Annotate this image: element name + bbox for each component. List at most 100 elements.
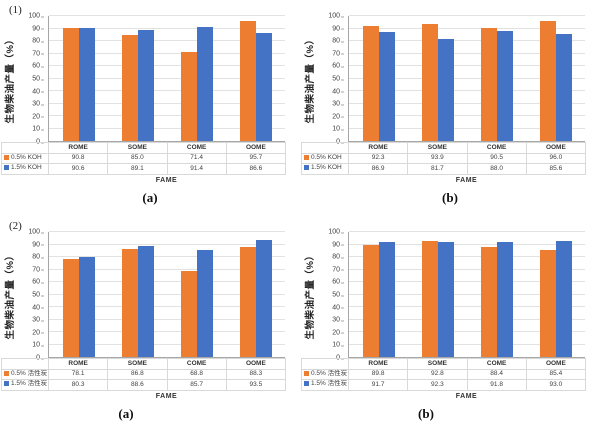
legend-cell-series1: 0.5% 活性炭 bbox=[1, 368, 49, 380]
y-tick-label: 20 bbox=[332, 329, 344, 337]
gridline bbox=[349, 27, 585, 29]
bar-series2-rome bbox=[378, 242, 395, 357]
gridline bbox=[349, 293, 585, 295]
gridline bbox=[349, 65, 585, 66]
category-group-rome bbox=[49, 16, 108, 141]
y-tick-label: 90 bbox=[32, 25, 44, 33]
bar-series2-oome bbox=[255, 32, 272, 141]
legend-swatch-series2 bbox=[4, 381, 9, 387]
category-group-oome bbox=[526, 16, 585, 141]
legend-corner-cell bbox=[301, 358, 349, 370]
gridline bbox=[49, 293, 285, 295]
value-cell: 86.9 bbox=[347, 163, 409, 175]
gridline bbox=[349, 343, 585, 345]
plot-area bbox=[348, 231, 585, 358]
gridline bbox=[349, 243, 585, 245]
sub-label: (b) bbox=[418, 406, 434, 421]
category-label-come: COME bbox=[466, 142, 527, 154]
gridline bbox=[49, 306, 285, 307]
value-cell: 88.6 bbox=[107, 379, 168, 391]
value-cell: 88.3 bbox=[225, 368, 287, 380]
value-cell: 90.5 bbox=[466, 152, 527, 164]
bar-series1-oome bbox=[239, 21, 256, 141]
bar-series1-rome bbox=[362, 244, 379, 357]
bar-series1-come bbox=[180, 51, 197, 141]
category-label-rome: ROME bbox=[47, 142, 109, 154]
bar-series1-some bbox=[121, 248, 138, 357]
bar-series2-rome bbox=[378, 32, 395, 141]
legend-swatch-series2 bbox=[4, 165, 9, 171]
value-cell: 68.8 bbox=[166, 368, 227, 380]
bar-series2-rome bbox=[78, 256, 95, 357]
legend-corner-cell bbox=[1, 358, 49, 370]
gridline bbox=[349, 102, 585, 104]
y-tick-label: 10 bbox=[332, 341, 344, 349]
y-tick-label: 20 bbox=[32, 113, 44, 121]
legend-corner-cell bbox=[1, 142, 49, 154]
group-label: (1) bbox=[9, 4, 22, 16]
value-cell: 85.7 bbox=[166, 379, 227, 391]
category-label-oome: OOME bbox=[525, 142, 587, 154]
gridline bbox=[49, 115, 285, 116]
legend-label-series1: 0.5% KOH bbox=[311, 154, 342, 162]
plot-area bbox=[48, 15, 285, 142]
bar-series2-some bbox=[137, 246, 154, 357]
x-axis-title: FAME bbox=[155, 393, 178, 400]
gridline bbox=[49, 65, 285, 66]
bar-series1-come bbox=[480, 246, 497, 357]
y-axis: 0 10 20 30 40 50 60 70 80 90 100 bbox=[14, 13, 45, 146]
data-table: ROME SOME COME OOME 0.5% KOH 92.3 93.9 90.5 96.0… bbox=[301, 142, 587, 175]
legend-label-series1: 0.5% KOH bbox=[11, 154, 42, 162]
bar-series2-oome bbox=[555, 240, 572, 357]
value-cell: 88.4 bbox=[466, 368, 527, 380]
bar-series1-rome bbox=[62, 259, 79, 357]
category-group-rome bbox=[349, 16, 408, 141]
y-axis: 0 10 20 30 40 50 60 70 80 90 100 bbox=[314, 229, 345, 362]
y-tick-label: 50 bbox=[32, 75, 44, 83]
value-cell: 71.4 bbox=[166, 152, 227, 164]
value-cell: 90.8 bbox=[47, 152, 109, 164]
gridline bbox=[49, 268, 285, 270]
value-cell: 88.0 bbox=[466, 163, 527, 175]
bar-series2-come bbox=[196, 26, 213, 141]
chart-2b: 生物柴油产量（%） 0 10 20 30 40 50 60 70 80 90 100 ROME SOM… bbox=[300, 216, 600, 432]
y-tick-label: 30 bbox=[32, 316, 44, 324]
gridline bbox=[349, 40, 585, 41]
category-label-oome: OOME bbox=[525, 358, 587, 370]
category-group-come bbox=[167, 232, 226, 357]
gridline bbox=[49, 52, 285, 54]
gridline bbox=[349, 306, 585, 307]
gridline bbox=[349, 281, 585, 282]
value-cell: 86.6 bbox=[225, 163, 287, 175]
legend-label-series1: 0.5% 活性炭 bbox=[11, 370, 48, 378]
legend-cell-series2: 1.5% KOH bbox=[301, 163, 349, 175]
value-cell: 85.4 bbox=[525, 368, 587, 380]
bar-series1-rome bbox=[62, 27, 79, 141]
y-tick-label: 90 bbox=[332, 241, 344, 249]
chart-2a: (2) 生物柴油产量（%） 0 10 20 30 40 50 60 70 80 90 100 ROM… bbox=[0, 216, 300, 432]
y-tick-label: 70 bbox=[332, 266, 344, 274]
y-axis: 0 10 20 30 40 50 60 70 80 90 100 bbox=[314, 13, 345, 146]
y-tick-label: 30 bbox=[332, 100, 344, 108]
plot-area bbox=[348, 15, 585, 142]
y-tick-label: 60 bbox=[332, 62, 344, 70]
y-tick-label: 50 bbox=[32, 291, 44, 299]
category-header-row: ROME SOME COME OOME bbox=[301, 142, 587, 154]
category-label-come: COME bbox=[166, 358, 227, 370]
y-tick-label: 100 bbox=[28, 228, 44, 236]
y-tick-label: 40 bbox=[32, 304, 44, 312]
y-tick-label: 80 bbox=[32, 37, 44, 45]
value-cell: 93.9 bbox=[407, 152, 468, 164]
data-table: ROME SOME COME OOME 0.5% KOH 90.8 85.0 71.4 95.7… bbox=[1, 142, 287, 175]
category-label-rome: ROME bbox=[47, 358, 109, 370]
y-tick-label: 90 bbox=[332, 25, 344, 33]
value-cell: 95.7 bbox=[225, 152, 287, 164]
series-row-1: 0.5% KOH 90.8 85.0 71.4 95.7 bbox=[1, 152, 287, 164]
legend-swatch-series2 bbox=[304, 381, 309, 387]
value-cell: 81.7 bbox=[407, 163, 468, 175]
bar-series1-rome bbox=[362, 25, 379, 141]
category-header-row: ROME SOME COME OOME bbox=[1, 358, 287, 370]
y-tick-label: 70 bbox=[32, 50, 44, 58]
gridline bbox=[349, 231, 585, 232]
y-tick-label: 30 bbox=[32, 100, 44, 108]
